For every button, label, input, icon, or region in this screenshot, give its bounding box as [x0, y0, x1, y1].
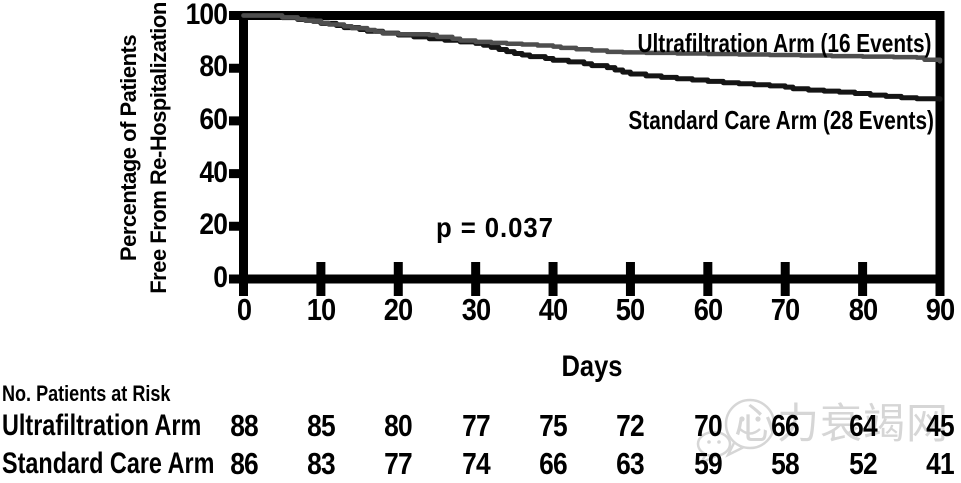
- y-tick-label: 100: [185, 0, 228, 31]
- watermark-text: 心力衰竭网: [734, 400, 950, 447]
- risk-value: 85: [307, 408, 335, 443]
- x-tick-label: 80: [848, 292, 877, 327]
- y-tick-label: 60: [199, 102, 227, 136]
- risk-value: 59: [694, 446, 722, 481]
- legend-standard-care-arm: Standard Care Arm (28 Events): [628, 105, 934, 135]
- y-axis-title-line1: Percentage of Patients: [116, 34, 141, 262]
- risk-value: 70: [694, 408, 722, 443]
- x-tick-label: 60: [693, 292, 723, 327]
- x-tick-label: 0: [236, 292, 251, 327]
- plot-border: [239, 11, 945, 284]
- risk-value: 45: [926, 408, 954, 443]
- ultrafiltration-curve: [241, 13, 943, 64]
- x-axis-title: Days: [561, 350, 623, 383]
- risk-value: 80: [384, 408, 413, 443]
- risk-value: 88: [229, 408, 258, 443]
- p-value-annotation: p = 0.037: [436, 212, 554, 243]
- x-tick-label: 70: [770, 292, 800, 327]
- risk-table-title: No. Patients at Risk: [2, 381, 171, 406]
- y-tick-label: 0: [213, 261, 228, 294]
- risk-value: 75: [539, 408, 567, 443]
- risk-value: 77: [461, 408, 490, 443]
- x-tick-label: 30: [461, 292, 490, 327]
- risk-value: 41: [926, 446, 954, 481]
- risk-value: 58: [771, 446, 800, 481]
- risk-row-label-standard-care: Standard Care Arm: [2, 447, 215, 480]
- x-tick-label: 90: [925, 292, 955, 327]
- risk-value: 52: [848, 446, 877, 481]
- y-tick-label: 80: [199, 50, 227, 84]
- y-tick-label: 40: [199, 155, 227, 189]
- risk-value: 74: [461, 446, 490, 481]
- x-tick-label: 40: [538, 292, 568, 327]
- risk-value: 77: [384, 446, 413, 481]
- risk-value: 66: [539, 446, 567, 481]
- risk-value: 66: [771, 408, 800, 443]
- x-tick-label: 10: [306, 292, 336, 327]
- y-tick-label: 20: [199, 208, 227, 242]
- x-tick-label: 20: [383, 292, 413, 327]
- legend-ultrafiltration-arm: Ultrafiltration Arm (16 Events): [637, 28, 931, 58]
- wechat-chat-bubble-icon: [696, 398, 776, 466]
- risk-value: 72: [616, 408, 645, 443]
- risk-row-label-ultrafiltration: Ultrafiltration Arm: [2, 409, 202, 442]
- risk-value: 63: [616, 446, 645, 481]
- risk-value: 83: [307, 446, 335, 481]
- watermark: 心力衰竭网: [692, 394, 956, 470]
- risk-value: 86: [229, 446, 258, 481]
- x-tick-label: 50: [616, 292, 645, 327]
- risk-value: 64: [848, 408, 877, 443]
